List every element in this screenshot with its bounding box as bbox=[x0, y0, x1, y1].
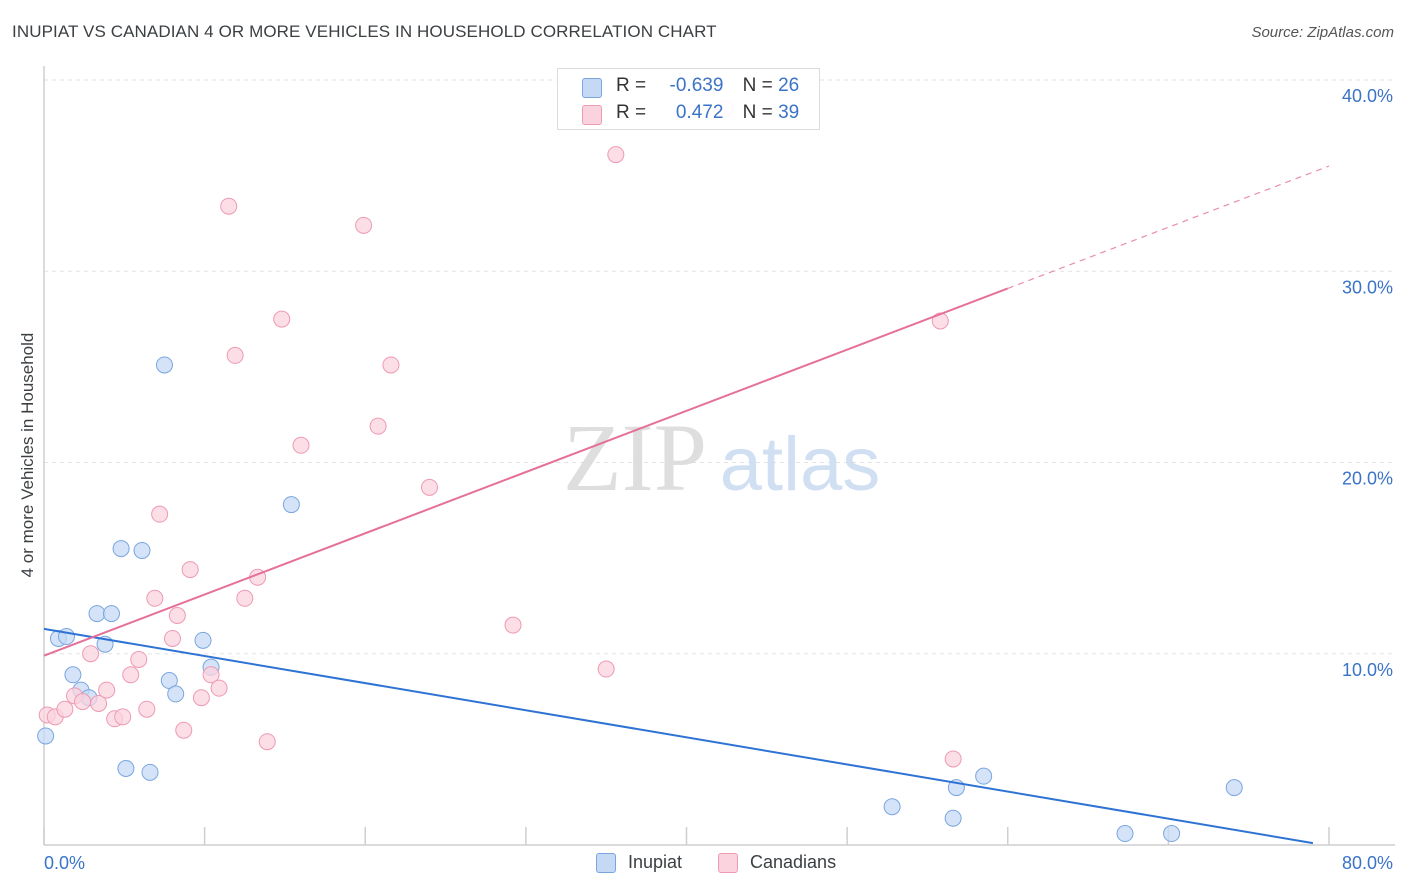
canadians-legend-swatch bbox=[718, 852, 738, 873]
trend-line-inupiat bbox=[43, 627, 1314, 845]
stats-legend: R = -0.639 N = 26 R = 0.472 N = 39 bbox=[557, 68, 820, 130]
x-tick-label-min: 0.0% bbox=[44, 853, 85, 873]
point-canadians-38 bbox=[944, 750, 962, 768]
y-tick-label-10: 10.0% bbox=[1342, 660, 1393, 680]
point-canadians-17 bbox=[175, 721, 193, 739]
point-canadians-2 bbox=[56, 700, 74, 718]
point-canadians-26 bbox=[258, 733, 276, 751]
point-canadians-28 bbox=[292, 436, 310, 454]
inupiat-legend-swatch bbox=[596, 852, 616, 873]
point-canadians-4 bbox=[74, 693, 92, 711]
point-inupiat-8 bbox=[102, 605, 120, 623]
point-canadians-33 bbox=[504, 616, 522, 634]
point-canadians-23 bbox=[226, 346, 244, 364]
legend-item-canadians[interactable]: Canadians bbox=[718, 852, 836, 873]
trend-line-canadians bbox=[43, 287, 1009, 657]
chart-title: INUPIAT VS CANADIAN 4 OR MORE VEHICLES I… bbox=[12, 22, 717, 41]
n-value-canadians: 39 bbox=[778, 102, 800, 123]
point-canadians-10 bbox=[122, 666, 140, 684]
r-label: R = bbox=[616, 75, 647, 96]
canadians-swatch bbox=[582, 105, 602, 125]
point-canadians-27 bbox=[273, 310, 291, 328]
y-tick-label-30: 30.0% bbox=[1342, 277, 1393, 297]
point-canadians-22 bbox=[220, 197, 238, 215]
n-label: N = bbox=[742, 75, 773, 96]
point-inupiat-6 bbox=[88, 605, 106, 623]
point-inupiat-19 bbox=[883, 798, 901, 816]
point-canadians-24 bbox=[236, 589, 254, 607]
point-canadians-12 bbox=[138, 700, 156, 718]
point-canadians-16 bbox=[168, 607, 186, 624]
source-label: Source: ZipAtlas.com bbox=[1251, 24, 1394, 41]
watermark-zip: ZIP bbox=[563, 404, 707, 511]
point-canadians-9 bbox=[114, 708, 132, 726]
point-canadians-32 bbox=[421, 478, 438, 496]
legend-label-canadians: Canadians bbox=[750, 852, 837, 872]
point-inupiat-12 bbox=[141, 763, 159, 781]
point-inupiat-25 bbox=[1225, 779, 1243, 797]
point-canadians-21 bbox=[210, 679, 228, 697]
point-inupiat-9 bbox=[112, 540, 130, 558]
point-inupiat-10 bbox=[117, 760, 135, 777]
r-label: R = bbox=[616, 102, 647, 123]
point-canadians-13 bbox=[146, 589, 164, 607]
point-canadians-20 bbox=[202, 666, 220, 684]
point-canadians-7 bbox=[98, 681, 116, 699]
point-inupiat-13 bbox=[155, 356, 173, 374]
point-canadians-19 bbox=[192, 689, 210, 707]
point-inupiat-24 bbox=[1163, 825, 1181, 843]
n-label: N = bbox=[742, 102, 773, 123]
y-tick-label-20: 20.0% bbox=[1342, 469, 1393, 489]
point-inupiat-18 bbox=[282, 496, 300, 514]
point-canadians-34 bbox=[597, 660, 615, 678]
point-inupiat-16 bbox=[194, 631, 212, 649]
legend-label-inupiat: Inupiat bbox=[628, 852, 683, 872]
bottom-legend: Inupiat Canadians bbox=[0, 852, 1406, 878]
point-canadians-5 bbox=[82, 645, 100, 663]
point-canadians-14 bbox=[151, 505, 169, 523]
watermark-atlas: atlas bbox=[720, 422, 881, 507]
point-canadians-11 bbox=[130, 650, 148, 668]
point-inupiat-22 bbox=[975, 767, 993, 785]
point-canadians-35 bbox=[607, 146, 625, 164]
point-canadians-31 bbox=[382, 356, 400, 374]
point-inupiat-15 bbox=[167, 685, 185, 703]
point-canadians-29 bbox=[355, 216, 373, 234]
point-inupiat-0 bbox=[37, 727, 55, 745]
n-value-inupiat: 26 bbox=[778, 75, 800, 96]
point-canadians-18 bbox=[181, 561, 199, 579]
point-canadians-15 bbox=[164, 629, 181, 647]
point-canadians-30 bbox=[369, 417, 387, 435]
point-canadians-6 bbox=[90, 694, 108, 712]
point-inupiat-11 bbox=[133, 541, 151, 559]
r-value-inupiat: -0.639 bbox=[669, 75, 724, 96]
x-tick-label-max: 80.0% bbox=[1342, 853, 1393, 873]
point-inupiat-23 bbox=[1116, 825, 1134, 843]
y-tick-label-40: 40.0% bbox=[1342, 86, 1393, 106]
point-inupiat-20 bbox=[944, 809, 962, 827]
point-canadians-37 bbox=[931, 312, 949, 330]
point-inupiat-3 bbox=[64, 666, 82, 684]
r-value-canadians: 0.472 bbox=[675, 102, 724, 123]
legend-item-inupiat[interactable]: Inupiat bbox=[596, 852, 682, 873]
trend-line-extension-canadians bbox=[1007, 165, 1330, 290]
inupiat-swatch bbox=[582, 78, 602, 98]
